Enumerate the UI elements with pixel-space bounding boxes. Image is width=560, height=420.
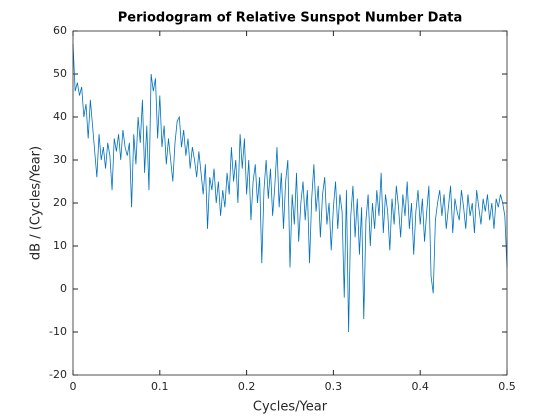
x-tick-label: 0.2 bbox=[238, 380, 256, 393]
y-tick-label: -10 bbox=[49, 325, 67, 338]
axes-box bbox=[72, 30, 508, 376]
y-tick-label: 50 bbox=[53, 67, 67, 80]
y-axis-label: dB / (Cycles/Year) bbox=[29, 146, 44, 260]
y-tick-label: 20 bbox=[53, 196, 67, 209]
periodogram-line bbox=[72, 43, 508, 333]
y-tick-label: -20 bbox=[49, 368, 67, 381]
x-tick-label: 0.3 bbox=[325, 380, 343, 393]
y-tick-label: 10 bbox=[53, 239, 67, 252]
x-tick-label: 0.1 bbox=[151, 380, 169, 393]
chart-title: Periodogram of Relative Sunspot Number D… bbox=[118, 11, 462, 26]
y-tick-label: 30 bbox=[53, 153, 67, 166]
y-tick-label: 60 bbox=[53, 24, 67, 37]
x-tick-label: 0.4 bbox=[411, 380, 429, 393]
x-tick-label: 0.5 bbox=[498, 380, 516, 393]
x-tick-label: 0 bbox=[70, 380, 77, 393]
x-axis-label: Cycles/Year bbox=[253, 400, 328, 415]
y-tick-label: 40 bbox=[53, 110, 67, 123]
y-tick-label: 0 bbox=[60, 282, 67, 295]
